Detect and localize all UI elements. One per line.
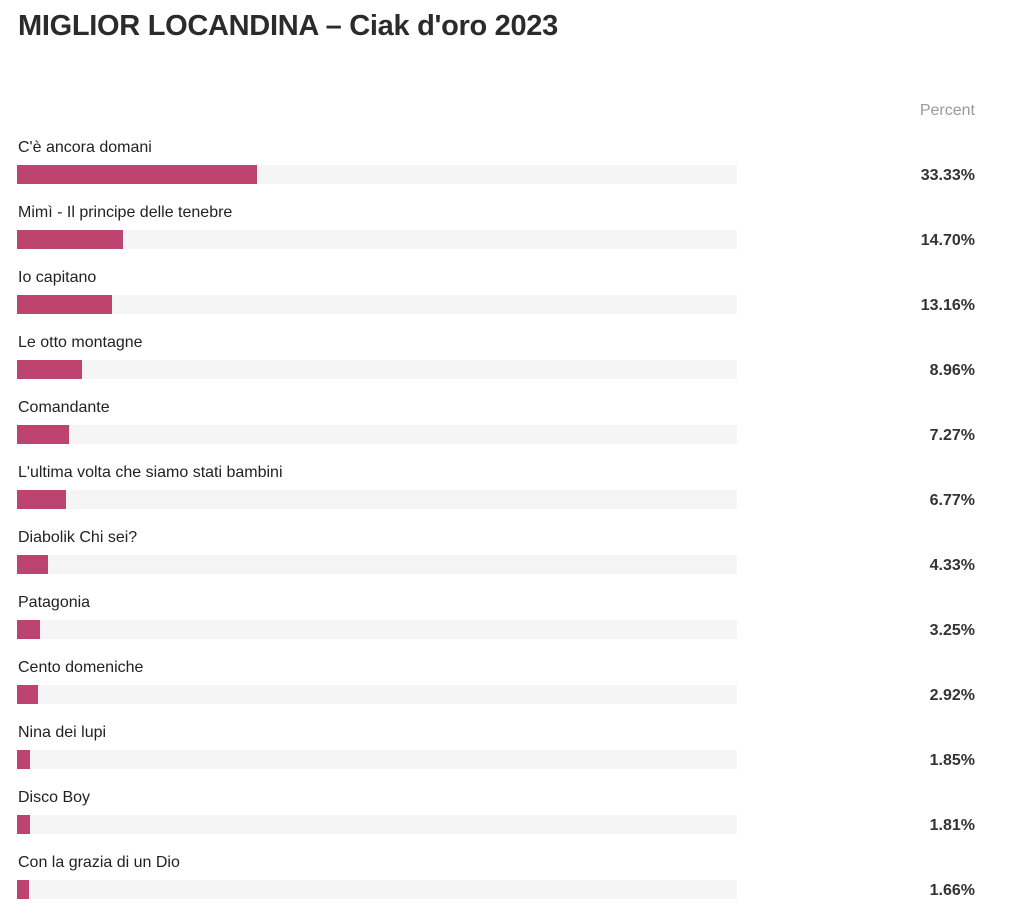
bar-track bbox=[17, 685, 737, 704]
bar-row: Patagonia 3.25% bbox=[0, 593, 1024, 658]
bar-row: C'è ancora domani 33.33% bbox=[0, 138, 1024, 203]
bar bbox=[17, 880, 29, 899]
bar bbox=[17, 230, 123, 249]
value-label: 33.33% bbox=[920, 167, 975, 184]
value-label: 1.85% bbox=[929, 752, 975, 769]
value-label: 1.81% bbox=[929, 817, 975, 834]
bar bbox=[17, 165, 257, 184]
category-label: C'è ancora domani bbox=[18, 139, 152, 156]
bar-track bbox=[17, 750, 737, 769]
bar bbox=[17, 815, 31, 834]
bar-row: Disco Boy 1.81% bbox=[0, 788, 1024, 853]
value-label: 2.92% bbox=[929, 687, 975, 704]
bar-row: Io capitano 13.16% bbox=[0, 268, 1024, 333]
category-label: L'ultima volta che siamo stati bambini bbox=[18, 464, 283, 481]
bar-track bbox=[17, 815, 737, 834]
value-label: 6.77% bbox=[929, 492, 975, 509]
category-label: Patagonia bbox=[18, 594, 91, 611]
bar-row: Comandante 7.27% bbox=[0, 398, 1024, 463]
bar bbox=[17, 555, 49, 574]
category-label: Cento domeniche bbox=[18, 659, 144, 676]
bar-row: Mimì - Il principe delle tenebre 14.70% bbox=[0, 203, 1024, 268]
bar bbox=[17, 685, 39, 704]
bar-row: Le otto montagne 8.96% bbox=[0, 333, 1024, 398]
value-label: 7.27% bbox=[929, 427, 975, 444]
bar-track bbox=[17, 295, 737, 314]
value-label: 1.66% bbox=[929, 882, 975, 899]
value-label: 8.96% bbox=[929, 362, 975, 379]
bar bbox=[17, 750, 31, 769]
bar-track bbox=[17, 165, 737, 184]
bar bbox=[17, 295, 112, 314]
bar-track bbox=[17, 880, 737, 899]
bar bbox=[17, 490, 66, 509]
category-label: Io capitano bbox=[18, 269, 97, 286]
bar-row: Cento domeniche 2.92% bbox=[0, 658, 1024, 723]
value-label: 4.33% bbox=[929, 557, 975, 574]
bar-track bbox=[17, 230, 737, 249]
bar-track bbox=[17, 555, 737, 574]
bar-row: L'ultima volta che siamo stati bambini 6.… bbox=[0, 463, 1024, 528]
value-label: 14.70% bbox=[920, 232, 975, 249]
bar bbox=[17, 425, 70, 444]
value-label: 13.16% bbox=[920, 297, 975, 314]
chart-title: MIGLIOR LOCANDINA – Ciak d'oro 2023 bbox=[18, 10, 558, 42]
bar-row: Diabolik Chi sei? 4.33% bbox=[0, 528, 1024, 593]
category-label: Con la grazia di un Dio bbox=[18, 854, 180, 871]
bar-track bbox=[17, 425, 737, 444]
category-label: Comandante bbox=[18, 399, 110, 416]
category-label: Diabolik Chi sei? bbox=[18, 529, 138, 546]
category-label: Le otto montagne bbox=[18, 334, 143, 351]
category-label: Nina dei lupi bbox=[18, 724, 107, 741]
bar-track bbox=[17, 360, 737, 379]
category-label: Disco Boy bbox=[18, 789, 91, 806]
bar-row: Con la grazia di un Dio 1.66% bbox=[0, 853, 1024, 918]
bar-row: Nina dei lupi 1.85% bbox=[0, 723, 1024, 788]
bar-track bbox=[17, 620, 737, 639]
percent-column-header: Percent bbox=[919, 102, 975, 119]
category-label: Mimì - Il principe delle tenebre bbox=[18, 204, 233, 221]
bar bbox=[17, 620, 41, 639]
bar bbox=[17, 360, 82, 379]
value-label: 3.25% bbox=[929, 622, 975, 639]
bar-track bbox=[17, 490, 737, 509]
